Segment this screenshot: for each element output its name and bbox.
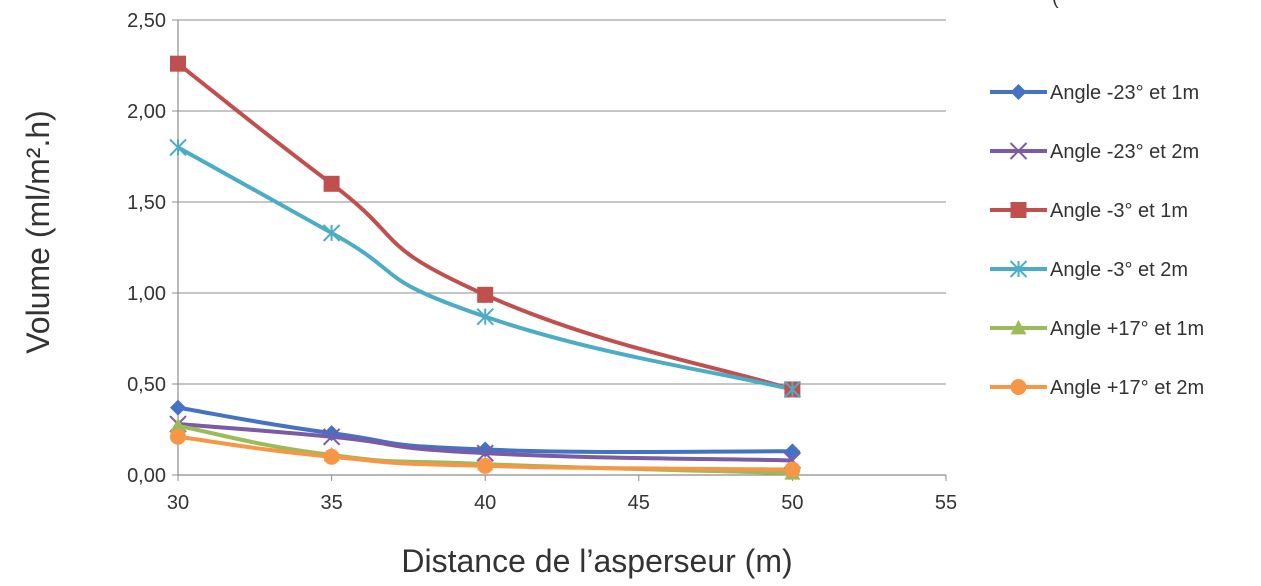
data-point (476, 444, 494, 462)
legend-label: Angle -23° et 1m (1050, 82, 1199, 104)
legend-label: Angle +17° et 2m (1050, 377, 1204, 399)
series-line-3 (176, 62, 793, 392)
series-line-1 (177, 405, 793, 455)
data-point (476, 307, 494, 326)
legend-marker (1009, 142, 1028, 160)
clipped-top-right-text: ( (1052, 0, 1059, 9)
legend-marker (1010, 320, 1027, 335)
data-point (323, 448, 340, 465)
grid-lines (178, 19, 946, 385)
x-axis-title: Distance de l’asperseur (m) (401, 543, 792, 579)
x-tick-label: 45 (628, 492, 650, 514)
axes (172, 19, 947, 481)
series-line-4 (177, 145, 793, 392)
y-tick-label: 0,00 (127, 465, 166, 487)
legend-label: Angle -23° et 2m (1050, 141, 1199, 163)
data-point (322, 224, 341, 242)
data-point (323, 175, 340, 192)
data-point (322, 428, 341, 446)
data-point (784, 443, 801, 460)
data-point (170, 399, 186, 416)
data-point (169, 138, 187, 157)
data-point (323, 425, 340, 442)
legend-label: Angle -3° et 2m (1050, 259, 1188, 281)
series-line-6 (177, 434, 793, 472)
legend-marker (1010, 379, 1027, 395)
series-markers (169, 55, 802, 480)
tick-labels: 0,00 0,50 1,00 1,50 2,00 2,50 30 35 40 45 50 55 (127, 10, 957, 514)
legend-label: Angle +17° et 1m (1050, 318, 1204, 340)
y-axis-title: Volume (ml/m².h) (20, 110, 56, 354)
data-point (477, 286, 494, 303)
x-tick-label: 30 (167, 492, 189, 514)
data-point (170, 428, 186, 445)
data-point (170, 417, 186, 433)
data-point (784, 461, 801, 478)
data-point (477, 457, 494, 474)
y-tick-label: 1,00 (127, 283, 166, 305)
data-point (477, 441, 494, 458)
legend: Angle -23° et 1m Angle -23° et 2m Angle -3… (990, 82, 1204, 399)
y-tick-label: 1,50 (127, 192, 166, 214)
x-tick-label: 35 (320, 492, 342, 514)
y-tick-label: 2,00 (127, 101, 166, 123)
data-point (783, 380, 802, 399)
legend-marker (1010, 84, 1027, 100)
series-line-2 (177, 422, 793, 463)
series-lines (176, 62, 793, 476)
x-tick-label: 50 (781, 492, 803, 514)
data-point (170, 55, 186, 72)
legend-marker (1009, 260, 1028, 278)
y-tick-label: 2,50 (127, 10, 166, 32)
y-tick-label: 0,50 (127, 374, 166, 396)
x-tick-label: 55 (935, 492, 957, 514)
legend-label: Angle -3° et 1m (1050, 200, 1188, 222)
legend-marker (1010, 202, 1027, 218)
x-tick-label: 40 (474, 492, 496, 514)
